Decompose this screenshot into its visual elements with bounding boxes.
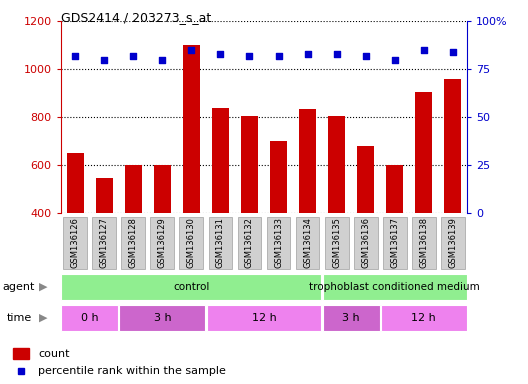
- FancyBboxPatch shape: [121, 217, 145, 269]
- Bar: [212, 108, 229, 213]
- Text: 0 h: 0 h: [81, 313, 99, 323]
- Bar: [241, 116, 258, 213]
- Text: control: control: [173, 282, 210, 292]
- Text: ▶: ▶: [39, 313, 48, 323]
- Text: GSM136139: GSM136139: [448, 217, 457, 268]
- Point: [100, 56, 109, 63]
- FancyBboxPatch shape: [296, 217, 319, 269]
- Text: GSM136135: GSM136135: [332, 217, 341, 268]
- Text: 3 h: 3 h: [342, 313, 360, 323]
- Text: GSM136127: GSM136127: [100, 217, 109, 268]
- Text: agent: agent: [3, 282, 35, 292]
- Bar: [13, 349, 30, 359]
- Point: [71, 53, 80, 59]
- Text: ▶: ▶: [39, 282, 48, 292]
- Text: GSM136136: GSM136136: [361, 217, 370, 268]
- Point: [129, 53, 138, 59]
- Bar: [328, 116, 345, 213]
- FancyBboxPatch shape: [61, 305, 118, 331]
- Point: [187, 47, 196, 53]
- Text: trophoblast conditioned medium: trophoblast conditioned medium: [309, 282, 480, 292]
- FancyBboxPatch shape: [63, 217, 87, 269]
- Point: [420, 47, 428, 53]
- FancyBboxPatch shape: [325, 217, 348, 269]
- FancyBboxPatch shape: [441, 217, 465, 269]
- Bar: [357, 146, 374, 213]
- FancyBboxPatch shape: [92, 217, 116, 269]
- Bar: [183, 45, 200, 213]
- FancyBboxPatch shape: [323, 274, 467, 300]
- FancyBboxPatch shape: [206, 305, 322, 331]
- FancyBboxPatch shape: [267, 217, 290, 269]
- Text: GSM136137: GSM136137: [390, 217, 399, 268]
- FancyBboxPatch shape: [209, 217, 232, 269]
- FancyBboxPatch shape: [354, 217, 378, 269]
- FancyBboxPatch shape: [180, 217, 203, 269]
- FancyBboxPatch shape: [119, 305, 205, 331]
- Text: GSM136130: GSM136130: [187, 217, 196, 268]
- Text: GSM136134: GSM136134: [303, 217, 312, 268]
- Bar: [67, 153, 84, 213]
- Bar: [270, 141, 287, 213]
- Point: [333, 51, 341, 57]
- Bar: [96, 178, 113, 213]
- Text: GSM136131: GSM136131: [216, 217, 225, 268]
- Bar: [154, 165, 171, 213]
- Text: GSM136126: GSM136126: [71, 217, 80, 268]
- Point: [158, 56, 167, 63]
- Text: 3 h: 3 h: [154, 313, 171, 323]
- Point: [391, 56, 399, 63]
- Point: [449, 49, 457, 55]
- Point: [275, 53, 283, 59]
- FancyBboxPatch shape: [412, 217, 436, 269]
- Bar: [299, 109, 316, 213]
- Text: percentile rank within the sample: percentile rank within the sample: [39, 366, 227, 376]
- FancyBboxPatch shape: [323, 305, 380, 331]
- Point: [303, 51, 312, 57]
- Text: GSM136133: GSM136133: [274, 217, 283, 268]
- Text: GSM136132: GSM136132: [245, 217, 254, 268]
- FancyBboxPatch shape: [383, 217, 407, 269]
- Text: count: count: [39, 349, 70, 359]
- Point: [216, 51, 225, 57]
- FancyBboxPatch shape: [238, 217, 261, 269]
- Text: GSM136128: GSM136128: [129, 217, 138, 268]
- Bar: [125, 165, 142, 213]
- Point: [361, 53, 370, 59]
- FancyBboxPatch shape: [61, 274, 322, 300]
- Bar: [386, 165, 403, 213]
- FancyBboxPatch shape: [150, 217, 174, 269]
- Text: 12 h: 12 h: [252, 313, 276, 323]
- Text: GSM136129: GSM136129: [158, 217, 167, 268]
- Bar: [444, 79, 461, 213]
- Text: 12 h: 12 h: [411, 313, 436, 323]
- Text: GSM136138: GSM136138: [419, 217, 428, 268]
- Point: [245, 53, 254, 59]
- Bar: [415, 92, 432, 213]
- Text: GDS2414 / 203273_s_at: GDS2414 / 203273_s_at: [61, 12, 211, 25]
- FancyBboxPatch shape: [381, 305, 467, 331]
- Text: time: time: [7, 313, 32, 323]
